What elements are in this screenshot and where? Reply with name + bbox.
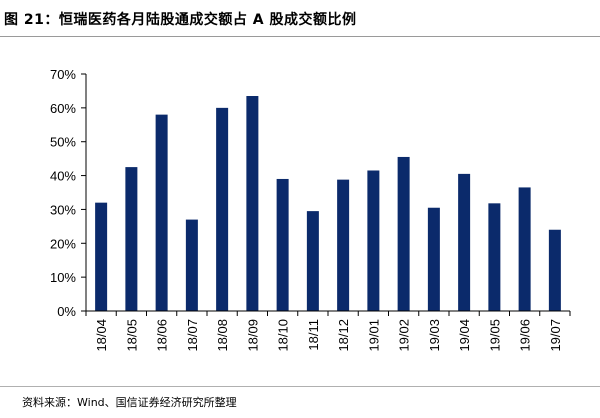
bar-19-05 [488, 203, 501, 311]
bar-19-02 [397, 156, 410, 311]
x-axis: 18/04 18/05 18/06 18/07 18/08 18/09 18/10 18/11… [85, 310, 571, 352]
bar-18-07 [185, 219, 198, 311]
bars [95, 96, 561, 311]
title-divider [0, 36, 600, 37]
bar-18-12 [337, 179, 350, 311]
y-tick-label: 20% [50, 236, 76, 251]
bar-18-06 [155, 114, 168, 311]
y-tick-label: 70% [50, 67, 76, 82]
bar-19-03 [427, 207, 440, 311]
y-tick-label: 50% [50, 135, 76, 150]
y-tick-label: 30% [50, 202, 76, 217]
x-tick-label: 19/04 [457, 319, 472, 352]
x-tick-label: 19/03 [427, 319, 442, 352]
x-tick-label: 19/01 [366, 319, 381, 352]
bar-18-11 [306, 211, 319, 311]
bar-18-10 [276, 178, 289, 311]
source-divider [0, 386, 600, 387]
bar-18-05 [125, 167, 138, 311]
bar-18-09 [246, 96, 259, 311]
bar-19-01 [367, 170, 380, 311]
figure-title: 图 21：恒瑞医药各月陆股通成交额占 A 股成交额比例 [4, 12, 357, 28]
x-tick-label: 18/10 [276, 319, 291, 352]
x-tick-label: 18/12 [336, 319, 351, 352]
y-tick-label: 10% [50, 270, 76, 285]
bar-18-08 [216, 107, 229, 311]
x-tick-label: 18/06 [155, 319, 170, 352]
x-tick-label: 18/07 [185, 319, 200, 352]
x-tick-label: 18/05 [124, 319, 139, 352]
x-tick-label: 19/07 [548, 319, 563, 352]
y-tick-label: 60% [50, 101, 76, 116]
x-tick-label: 18/11 [306, 319, 321, 351]
bar-19-06 [518, 187, 531, 311]
bar-19-07 [548, 229, 561, 311]
source-note: 资料来源：Wind、国信证券经济研究所整理 [22, 396, 237, 409]
x-tick-label: 18/04 [94, 319, 109, 352]
x-tick-label: 19/02 [397, 319, 412, 352]
bar-18-04 [95, 202, 108, 311]
y-tick-label: 40% [50, 169, 76, 184]
y-axis: 0% 10% 20% 30% 40% 50% 60% 70% [50, 67, 87, 319]
x-tick-label: 18/09 [245, 319, 260, 352]
x-tick-label: 19/05 [487, 319, 502, 352]
bar-19-04 [458, 173, 471, 311]
x-tick-label: 19/06 [518, 319, 533, 352]
x-tick-label: 18/08 [215, 319, 230, 352]
y-tick-label: 0% [57, 304, 76, 319]
bar-chart: 0%10%20%30%40%50%60%70% 18/04 18/05 18/06 1… [50, 67, 571, 352]
